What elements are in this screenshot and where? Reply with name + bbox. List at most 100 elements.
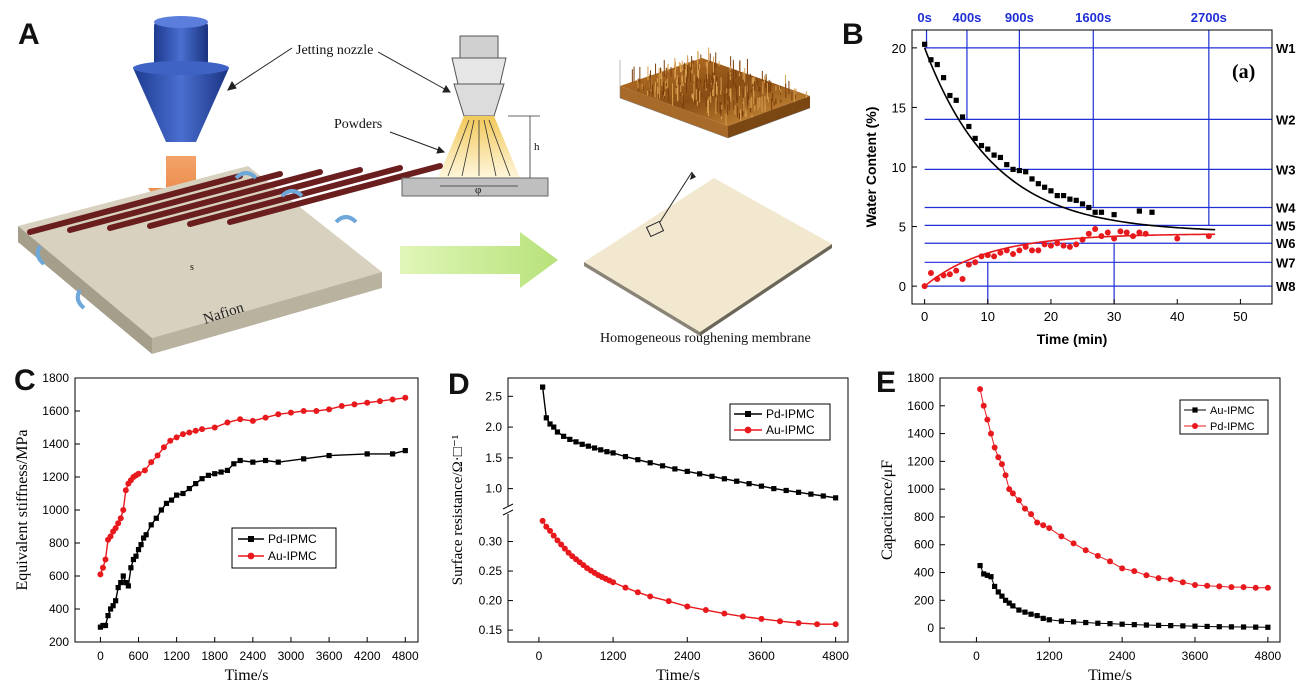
- data-point: [148, 522, 154, 528]
- data-point: [972, 259, 979, 266]
- y-tick-label: 600: [49, 569, 69, 583]
- x-tick-label: 0: [97, 649, 104, 663]
- data-point: [604, 449, 610, 455]
- data-point: [697, 471, 703, 477]
- green-right-arrow: [400, 232, 558, 288]
- roughening-membrane: [584, 171, 832, 336]
- data-point: [1070, 540, 1077, 547]
- y-axis-label: Capacitance/μF: [879, 460, 896, 560]
- data-point: [995, 454, 1002, 461]
- data-point: [928, 57, 934, 63]
- data-point: [997, 154, 1004, 161]
- x-tick-label: 1200: [1036, 649, 1063, 663]
- x-tick-label: 50: [1233, 309, 1247, 324]
- data-point: [1034, 613, 1040, 619]
- legend-label: Pd-IPMC: [1210, 421, 1255, 433]
- data-point: [647, 460, 653, 466]
- data-point: [102, 556, 109, 563]
- data-point: [1142, 230, 1149, 237]
- data-point: [1098, 233, 1105, 240]
- data-point: [1085, 230, 1092, 237]
- y-tick-label: 0.15: [479, 623, 503, 637]
- data-point: [721, 610, 728, 617]
- data-point: [1136, 229, 1143, 236]
- data-point: [1016, 247, 1023, 254]
- data-point: [1240, 624, 1247, 630]
- series-line: [979, 565, 1268, 628]
- data-point: [997, 249, 1004, 256]
- data-point: [1046, 617, 1052, 623]
- x-tick-label: 2400: [1109, 649, 1136, 663]
- data-point: [1179, 579, 1186, 586]
- data-point: [579, 441, 585, 447]
- data-point: [709, 473, 715, 479]
- data-point: [832, 621, 839, 628]
- legend: Au-IPMC Pd-IPMC: [1179, 399, 1269, 435]
- data-point: [1131, 622, 1137, 628]
- y-tick-label: 1800: [42, 371, 69, 385]
- data-point: [1216, 624, 1222, 630]
- data-point: [107, 606, 114, 612]
- data-point: [1131, 568, 1138, 575]
- data-point: [684, 603, 691, 610]
- data-point: [940, 272, 947, 279]
- data-point: [1092, 225, 1099, 232]
- data-point: [953, 97, 959, 103]
- data-point: [113, 598, 119, 604]
- data-point: [1228, 584, 1235, 591]
- data-point: [540, 384, 546, 390]
- data-point: [1119, 565, 1126, 572]
- y-tick-label: 1.0: [485, 482, 502, 496]
- x-tick-label: 0: [973, 649, 980, 663]
- data-point: [1003, 247, 1010, 254]
- y-tick-label: 600: [914, 538, 934, 552]
- data-point: [783, 487, 789, 494]
- data-point: [634, 589, 641, 596]
- data-point: [125, 583, 131, 589]
- data-point: [1205, 233, 1212, 240]
- x-tick-label: 1200: [600, 649, 627, 663]
- data-point: [972, 135, 978, 142]
- data-point: [1155, 575, 1162, 582]
- y-tick-label: 1400: [907, 427, 934, 441]
- data-point: [995, 589, 1001, 595]
- data-point: [249, 417, 256, 424]
- electrode-rib: [187, 165, 403, 227]
- data-point: [980, 402, 987, 409]
- data-point: [565, 549, 572, 556]
- data-point: [1204, 582, 1211, 589]
- data-point: [143, 532, 149, 538]
- data-point: [376, 398, 383, 405]
- data-point: [262, 457, 269, 464]
- data-point: [186, 429, 193, 436]
- level-label: W4: [1276, 201, 1296, 216]
- data-point: [985, 146, 991, 152]
- data-point: [1048, 188, 1054, 194]
- y-tick-label: 20: [892, 41, 906, 56]
- data-point: [992, 583, 998, 590]
- y-tick-label: 0.30: [479, 535, 503, 549]
- data-point: [1060, 192, 1067, 199]
- y-tick-label: 400: [49, 602, 69, 616]
- data-point: [247, 552, 255, 560]
- data-point: [167, 437, 174, 444]
- data-point: [1073, 197, 1079, 203]
- data-point: [133, 553, 139, 559]
- y-tick-label: 1800: [907, 371, 934, 385]
- y-tick-label: 1200: [907, 454, 934, 468]
- data-point: [978, 142, 985, 149]
- plot-frame: [939, 377, 1281, 643]
- data-point: [991, 444, 998, 451]
- data-point: [122, 487, 129, 494]
- data-point: [1117, 228, 1124, 235]
- data-point: [539, 517, 546, 524]
- y-tick-label: 800: [914, 510, 934, 524]
- data-point: [1022, 609, 1028, 615]
- data-point: [97, 571, 104, 578]
- y-tick-label: 1000: [907, 482, 934, 496]
- data-point: [591, 445, 598, 451]
- y-tick-label: 0: [927, 621, 934, 635]
- data-point: [1058, 533, 1065, 540]
- data-point: [1022, 243, 1029, 250]
- data-point: [1002, 472, 1009, 479]
